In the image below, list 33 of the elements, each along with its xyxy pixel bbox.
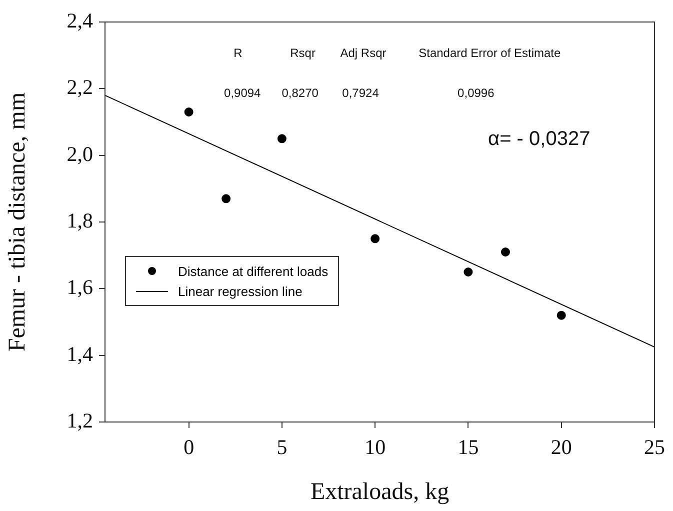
x-tick-label: 25	[644, 435, 665, 460]
annotation: Rsqr	[290, 46, 316, 60]
annotation: α= - 0,0327	[488, 128, 590, 151]
y-tick-label: 2,0	[66, 142, 93, 166]
y-tick-label: 2,4	[66, 8, 94, 33]
annotation: 0,8270	[282, 86, 318, 100]
y-tick-label: 1,4	[66, 342, 94, 366]
point	[464, 268, 473, 276]
y-tick-label: 2,2	[66, 75, 93, 100]
point	[556, 310, 566, 320]
x-tick-label: 20	[550, 435, 572, 460]
annotation: 0,9094	[224, 86, 261, 100]
x-axis-title: Extraloads, kg	[310, 478, 450, 505]
legend-label: Distance at different loads	[178, 264, 328, 278]
annotation: Adj Rsqr	[340, 46, 386, 60]
point	[184, 108, 194, 116]
annotation: Standard Error of Estimate	[418, 46, 561, 60]
annotation: 0,0996	[458, 86, 494, 100]
legend-label: Linear regression line	[178, 284, 302, 298]
y-tick-label: 1,6	[66, 275, 93, 300]
point	[370, 234, 380, 244]
y-axis-title: Femur - tibia distance, mm	[4, 92, 31, 352]
y-tick-label: 1,2	[66, 408, 93, 433]
annotation: 0,7924	[342, 86, 379, 100]
point	[277, 134, 286, 144]
point	[500, 248, 510, 256]
point	[222, 194, 231, 204]
x-tick-label: 15	[458, 435, 479, 460]
x-tick-label: 5	[276, 435, 288, 460]
y-tick-label: 1,8	[66, 208, 93, 233]
annotation: R	[234, 46, 242, 60]
x-tick-label: 10	[364, 435, 386, 460]
x-tick-label: 0	[184, 435, 194, 460]
